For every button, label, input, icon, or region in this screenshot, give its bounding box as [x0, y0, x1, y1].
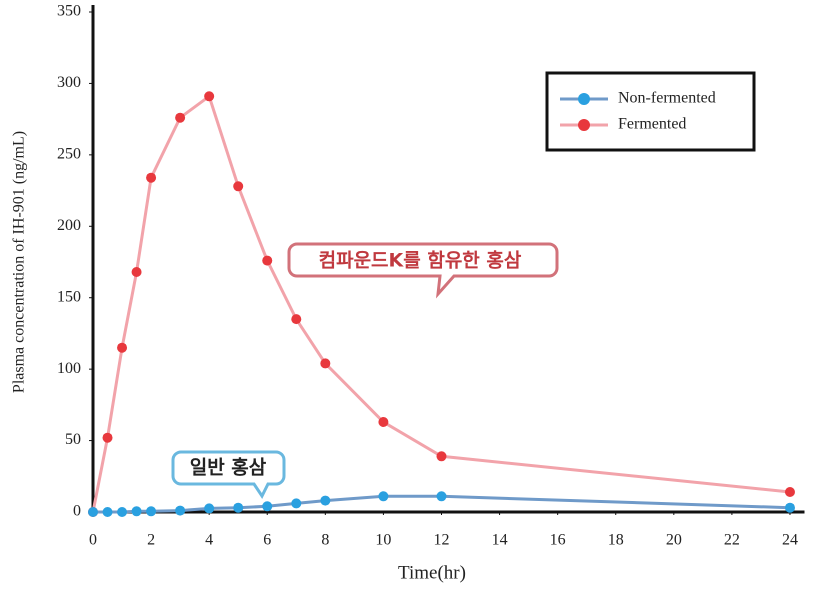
x-axis-label: Time(hr)	[398, 562, 466, 583]
point	[88, 507, 98, 517]
x-tick-label: 12	[433, 532, 449, 549]
point	[262, 255, 273, 266]
x-tick-label: 24	[782, 532, 798, 549]
point	[146, 172, 157, 183]
y-tick-label: 50	[65, 431, 81, 448]
point	[102, 507, 113, 517]
point	[784, 487, 795, 497]
legend-box	[545, 71, 756, 152]
annotation: 일반 홍삼	[190, 456, 267, 479]
x-tick-label: 16	[550, 532, 566, 549]
point	[175, 112, 186, 123]
point	[378, 417, 389, 427]
legend-marker	[578, 93, 590, 105]
x-tick-label: 2	[147, 532, 155, 549]
x-tick-label: 14	[492, 532, 508, 549]
x-tick-label: 22	[724, 532, 740, 549]
point	[291, 314, 302, 325]
point	[378, 491, 389, 502]
callout-nonfermented: 일반 홍삼	[171, 450, 286, 499]
y-tick-label: 100	[57, 360, 81, 377]
legend-label: Non-fermented	[618, 90, 716, 107]
y-tick-label: 250	[57, 146, 81, 163]
x-tick-label: 6	[263, 532, 271, 549]
y-tick-label: 350	[57, 3, 81, 20]
callout-box	[171, 450, 286, 499]
y-tick-label: 300	[57, 74, 81, 91]
x-tick-label: 18	[608, 532, 624, 549]
point	[233, 502, 244, 513]
point	[320, 358, 331, 369]
annotation: 컴파운드K를 함유한 홍삼	[319, 249, 522, 272]
y-tick-label: 0	[73, 503, 81, 520]
point	[784, 502, 795, 513]
series-line	[91, 93, 791, 513]
x-tick-label: 0	[89, 532, 97, 549]
point	[291, 498, 302, 509]
legend-marker	[578, 119, 590, 131]
callout-fermented: 컴파운드K를 함유한 홍삼	[287, 242, 559, 299]
point	[131, 506, 142, 517]
point	[102, 432, 113, 443]
point	[146, 506, 157, 517]
y-tick-label: 200	[57, 217, 81, 234]
point	[117, 507, 128, 517]
legend-label: Fermented	[618, 116, 686, 133]
x-tick-label: 20	[666, 532, 682, 549]
point	[436, 451, 447, 462]
point	[204, 503, 215, 514]
point	[131, 267, 142, 277]
y-axis-label: Plasma concentration of IH-901 (ng/mL)	[11, 131, 28, 393]
point	[233, 181, 244, 192]
x-tick-label: 10	[375, 532, 391, 549]
point	[262, 501, 273, 512]
point	[320, 495, 331, 506]
x-tick-label: 8	[321, 532, 329, 549]
callout-box	[287, 242, 559, 299]
point	[436, 491, 447, 502]
point	[117, 342, 128, 353]
x-tick-label: 4	[205, 532, 213, 549]
point	[204, 91, 215, 102]
y-tick-label: 150	[57, 288, 81, 305]
point	[175, 505, 186, 516]
